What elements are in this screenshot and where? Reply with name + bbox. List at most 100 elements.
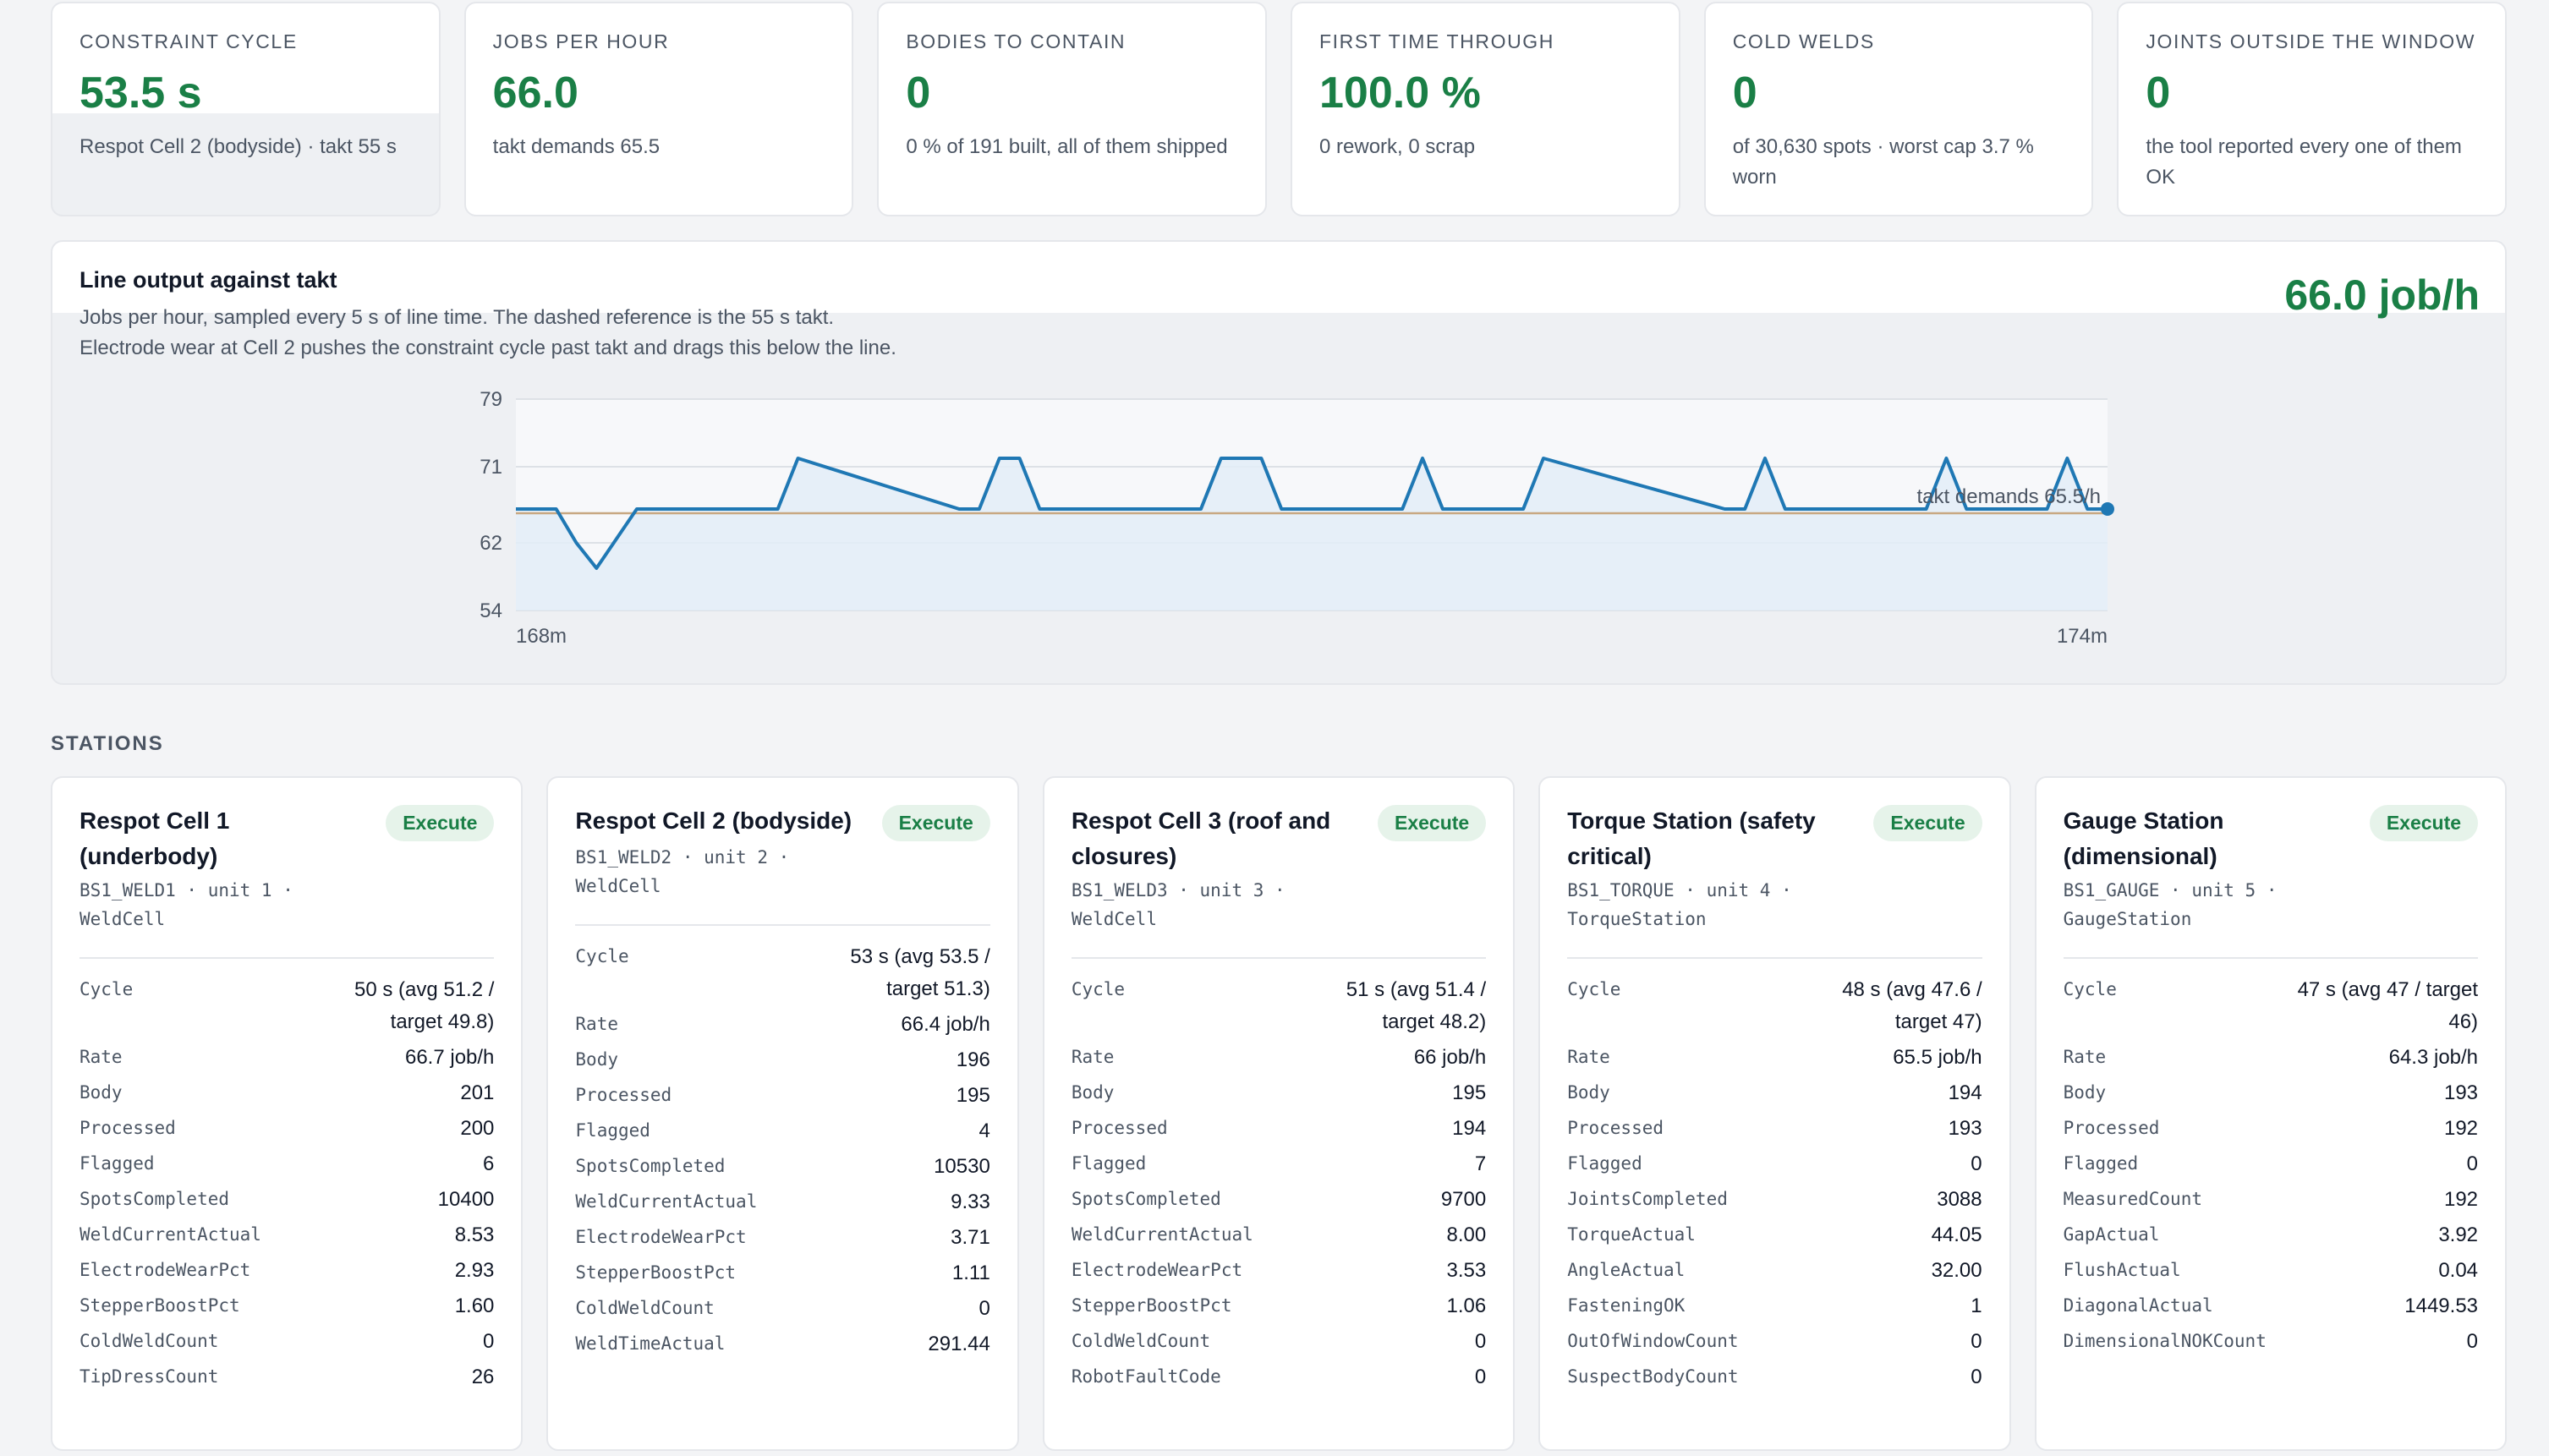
y-tick-label: 62 (480, 532, 502, 555)
metric-key: GapActual (2063, 1224, 2160, 1245)
metric-row: Flagged 6 (79, 1148, 494, 1180)
metric-row: ElectrodeWearPct 3.71 (575, 1222, 989, 1254)
kpi-subtext: Respot Cell 2 (bodyside) · takt 55 s (79, 135, 397, 158)
metric-key: WeldCurrentActual (1071, 1224, 1253, 1245)
y-tick-label: 71 (480, 456, 502, 479)
kpi-subtext: takt demands 65.5 (492, 135, 661, 158)
metric-key: ColdWeldCount (1071, 1331, 1211, 1351)
metric-key: DimensionalNOKCount (2063, 1331, 2267, 1351)
station-card[interactable]: Respot Cell 1 (underbody) Execute BS1_WELD… (51, 776, 524, 1451)
metric-value: 192 (2443, 1117, 2479, 1140)
station-name: Respot Cell 1 (underbody) (79, 807, 230, 869)
metric-row: Rate 66.7 job/h (79, 1042, 494, 1074)
panel-subtitle-line1: Jobs per hour, sampled every 5 s of line… (79, 306, 835, 329)
station-metrics: Cycle 48 s (avg 47.6 / target 47) Rate 65.5… (1567, 974, 1982, 1393)
metric-row: FasteningOK 1 (1567, 1290, 1982, 1322)
metric-key: WeldCurrentActual (79, 1224, 261, 1245)
metric-row: StepperBoostPct 1.06 (1072, 1290, 1486, 1322)
metric-key: SpotsCompleted (79, 1189, 230, 1209)
metric-key: Cycle (79, 979, 134, 999)
metric-value: 7 (1474, 1152, 1487, 1175)
metric-key: Flagged (79, 1153, 155, 1174)
metric-value: 66.4 job/h (901, 1013, 990, 1036)
metric-key: StepperBoostPct (79, 1295, 240, 1316)
metric-value: 0 (1971, 1366, 1982, 1388)
takt-label: takt demands 65.5/h (1917, 485, 2101, 508)
metric-key: Flagged (1071, 1153, 1147, 1174)
metric-key: SpotsCompleted (575, 1156, 726, 1176)
metric-key: ElectrodeWearPct (575, 1227, 747, 1247)
kpi-card: Cold welds 0 of 30,630 spots · worst cap 3… (1703, 2, 2094, 216)
metric-row: MeasuredCount 192 (2064, 1184, 2478, 1216)
metric-value: 0 (483, 1330, 495, 1353)
metric-row: SuspectBodyCount 0 (1567, 1361, 1982, 1393)
metric-row: Body 195 (1072, 1077, 1486, 1109)
station-state-badge: Execute (386, 805, 495, 841)
y-tick-label: 79 (480, 388, 502, 411)
metric-row: StepperBoostPct 1.11 (575, 1257, 989, 1289)
metric-row: OutOfWindowCount 0 (1567, 1326, 1982, 1358)
station-metrics: Cycle 51 s (avg 51.4 / target 48.2) Rate 66… (1072, 974, 1486, 1393)
metric-key: Rate (2063, 1047, 2107, 1067)
metric-value: 193 (1948, 1117, 1982, 1140)
metric-value: 66 job/h (1413, 1046, 1487, 1069)
metric-key: SpotsCompleted (1071, 1189, 1221, 1209)
metric-value: 291.44 (928, 1333, 990, 1355)
metric-row: Rate 64.3 job/h (2064, 1042, 2478, 1074)
metric-key: Rate (575, 1014, 618, 1034)
metric-value: 192 (2443, 1188, 2479, 1211)
metric-row: Cycle 53 s (avg 53.5 / target 51.3) (575, 941, 989, 1005)
metric-key: OutOfWindowCount (1567, 1331, 1739, 1351)
metric-value: 3.92 (2438, 1223, 2479, 1246)
station-card[interactable]: Respot Cell 3 (roof and closures) Execute… (1042, 776, 1516, 1451)
panel-subtitle-line2: Electrode wear at Cell 2 pushes the cons… (79, 337, 896, 359)
station-divider (1567, 957, 1982, 959)
station-card[interactable]: Respot Cell 2 (bodyside) Execute BS1_WELD2… (546, 776, 1019, 1451)
metric-value: 65.5 job/h (1893, 1046, 1982, 1069)
metric-key: Processed (2063, 1118, 2160, 1138)
station-card[interactable]: Torque Station (safety critical) Execute B… (1538, 776, 2011, 1451)
line-output-chart: 79 71 62 54 168m 174m takt demands 65.5/h (480, 388, 2114, 648)
metric-row: Cycle 50 s (avg 51.2 / target 49.8) (79, 974, 494, 1038)
metric-row: Flagged 0 (2064, 1148, 2478, 1180)
metric-row: TorqueActual 44.05 (1567, 1219, 1982, 1251)
metric-value: 194 (1452, 1117, 1487, 1140)
metric-key: ColdWeldCount (79, 1331, 219, 1351)
metric-row: WeldCurrentActual 9.33 (575, 1186, 989, 1218)
metric-key: TipDressCount (79, 1366, 219, 1387)
metric-key: StepperBoostPct (575, 1262, 737, 1283)
metric-row: SpotsCompleted 10530 (575, 1151, 989, 1183)
metric-value: 1449.53 (2404, 1295, 2479, 1317)
kpi-subtext: the tool reported every one of them OK (2146, 135, 2462, 189)
metric-row: RobotFaultCode 0 (1072, 1361, 1486, 1393)
metric-key: ElectrodeWearPct (1071, 1260, 1243, 1280)
metric-row: Processed 193 (1567, 1113, 1982, 1145)
metric-row: WeldCurrentActual 8.53 (79, 1219, 494, 1251)
metric-value: 194 (1948, 1081, 1982, 1104)
metric-value: 201 (460, 1081, 495, 1104)
metric-value: 48 s (avg 47.6 / target 47) (1842, 978, 1982, 1033)
metric-key: MeasuredCount (2063, 1189, 2202, 1209)
station-divider (2063, 957, 2479, 959)
metric-key: Flagged (2063, 1153, 2139, 1174)
metric-row: Flagged 7 (1072, 1148, 1486, 1180)
metric-key: Cycle (575, 946, 629, 966)
metric-value: 32.00 (1931, 1259, 1982, 1282)
station-divider (575, 924, 990, 926)
kpi-row: Constraint cycle 53.5 s Respot Cell 2 (bod… (51, 2, 2508, 216)
station-card[interactable]: Gauge Station (dimensional) Execute BS1_GA… (2034, 776, 2508, 1451)
metric-value: 193 (2443, 1081, 2479, 1104)
metric-key: Body (79, 1082, 123, 1103)
series-end-point (2101, 502, 2114, 516)
metric-value: 196 (956, 1048, 990, 1071)
metric-key: TorqueActual (1567, 1224, 1696, 1245)
metric-key: Rate (79, 1047, 123, 1067)
kpi-card: Bodies to contain 0 0 % of 191 built, all … (877, 2, 1268, 216)
kpi-label: Constraint cycle (79, 30, 298, 52)
metric-value: 8.00 (1446, 1223, 1487, 1246)
metric-value: 200 (460, 1117, 495, 1140)
kpi-label: Jobs per hour (492, 30, 670, 52)
kpi-value: 100.0 % (1319, 68, 1481, 118)
kpi-card: Jobs per hour 66.0 takt demands 65.5 (463, 2, 854, 216)
station-divider (1071, 957, 1487, 959)
